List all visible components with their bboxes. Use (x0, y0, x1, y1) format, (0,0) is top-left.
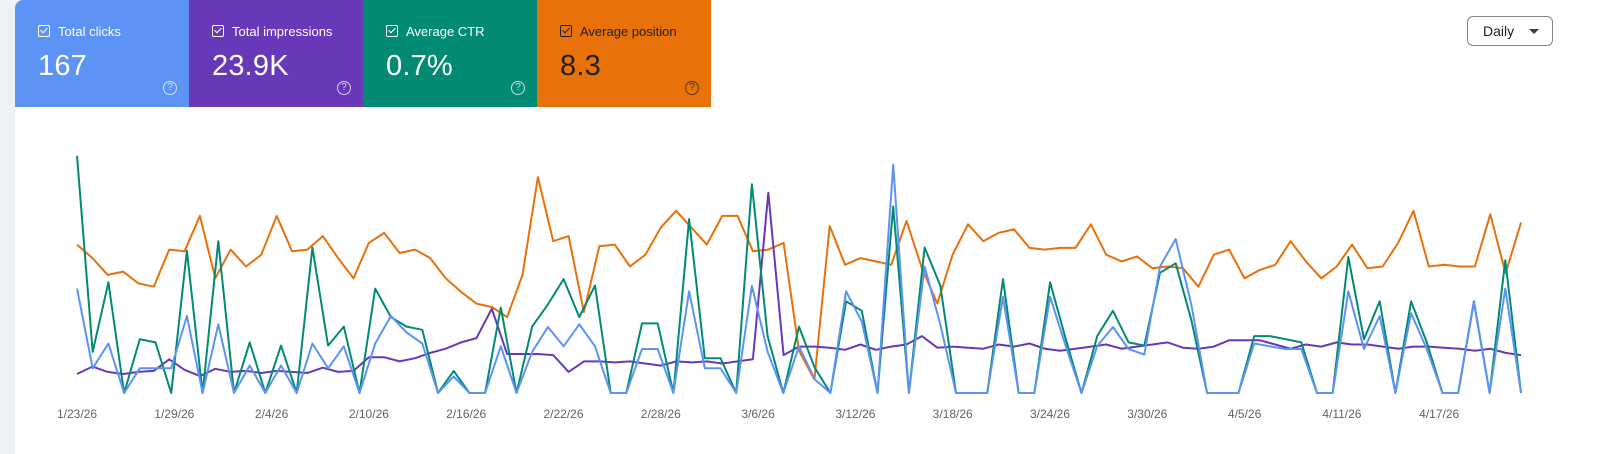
chart-lines (76, 155, 1522, 394)
x-tick-label: 1/29/26 (154, 407, 194, 421)
x-tick-label: 2/16/26 (446, 407, 486, 421)
x-tick-label: 3/12/26 (835, 407, 875, 421)
metric-label: Total clicks (58, 23, 121, 39)
metric-label: Average position (580, 23, 677, 39)
series-line-total-clicks (76, 163, 1522, 394)
x-tick-label: 3/6/26 (741, 407, 775, 421)
caret-down-icon (1529, 29, 1539, 34)
metric-tile-total-impressions[interactable]: Total impressions 23.9K ? (189, 0, 363, 107)
period-select[interactable]: Daily (1467, 16, 1553, 46)
x-tick-label: 3/18/26 (933, 407, 973, 421)
x-tick-label: 4/17/26 (1419, 407, 1459, 421)
metric-value: 167 (38, 50, 87, 82)
x-tick-label: 2/10/26 (349, 407, 389, 421)
checkbox-checked-icon[interactable] (212, 25, 224, 37)
metric-tile-total-clicks[interactable]: Total clicks 167 ? (15, 0, 189, 107)
x-tick-label: 2/4/26 (255, 407, 289, 421)
series-line-average-ctr (76, 155, 1522, 394)
x-tick-label: 1/23/26 (57, 407, 97, 421)
x-tick-label: 4/11/26 (1322, 407, 1361, 421)
checkbox-checked-icon[interactable] (38, 25, 50, 37)
x-tick-label: 4/5/26 (1228, 407, 1262, 421)
checkbox-checked-icon[interactable] (386, 25, 398, 37)
metric-tile-average-ctr[interactable]: Average CTR 0.7% ? (363, 0, 537, 107)
x-tick-label: 3/30/26 (1127, 407, 1167, 421)
period-select-value: Daily (1483, 23, 1515, 39)
help-icon[interactable]: ? (337, 81, 351, 95)
metric-label: Average CTR (406, 23, 485, 39)
metric-label: Total impressions (232, 23, 333, 39)
x-axis-ticks: 1/23/26 1/29/26 2/4/26 2/10/26 2/16/26 2/22/2… (57, 407, 1460, 421)
series-line-average-position (76, 176, 1522, 381)
metric-value: 0.7% (386, 50, 453, 82)
metric-tiles: Total clicks 167 ? Total impressions 23.… (15, 0, 711, 107)
help-icon[interactable]: ? (685, 81, 699, 95)
metric-value: 8.3 (560, 50, 601, 82)
x-tick-label: 2/22/26 (543, 407, 583, 421)
x-tick-label: 2/28/26 (641, 407, 681, 421)
help-icon[interactable]: ? (511, 81, 525, 95)
metric-tile-average-position[interactable]: Average position 8.3 ? (537, 0, 711, 107)
x-tick-label: 3/24/26 (1030, 407, 1070, 421)
metric-value: 23.9K (212, 50, 289, 82)
checkbox-checked-icon[interactable] (560, 25, 572, 37)
help-icon[interactable]: ? (163, 81, 177, 95)
